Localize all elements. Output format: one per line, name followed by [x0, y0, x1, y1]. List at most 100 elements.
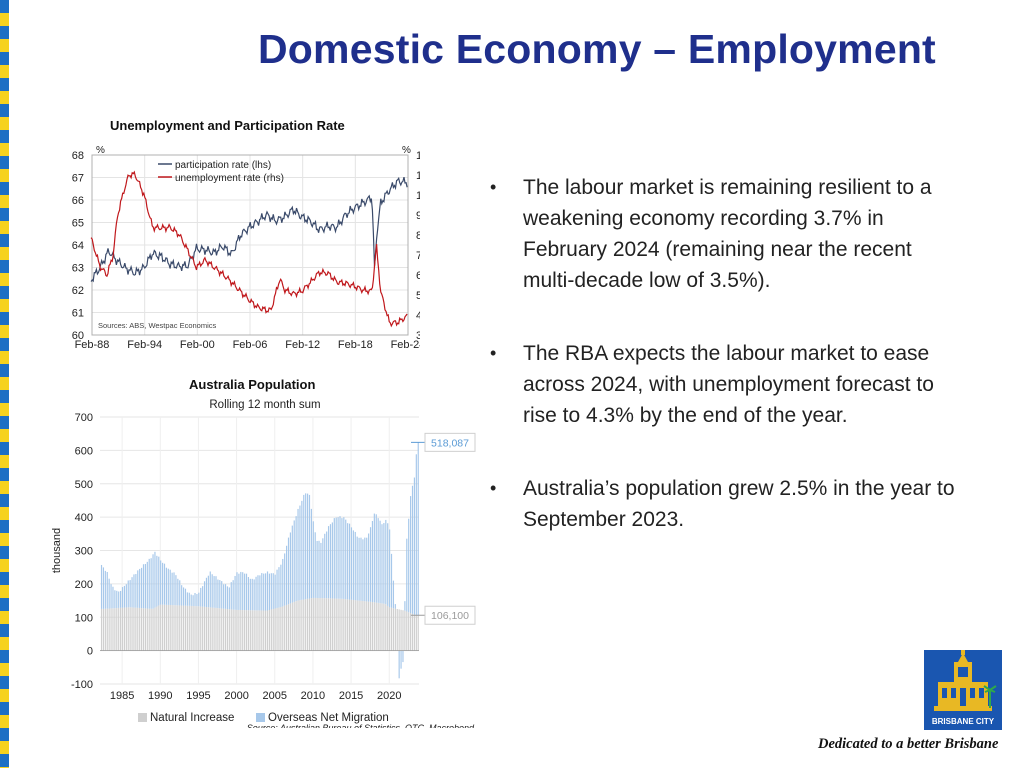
- bar-natural-increase: [329, 598, 332, 651]
- y-tick-label-left: 66: [72, 195, 84, 207]
- bar-overseas-net-migration: [276, 569, 278, 608]
- bar-overseas-net-migration: [293, 520, 295, 602]
- bar-natural-increase: [360, 600, 362, 651]
- legend-label: Natural Increase: [150, 712, 234, 724]
- stripe-segment-yellow: [0, 65, 9, 78]
- unemployment-chart-title: Unemployment and Participation Rate: [110, 118, 345, 133]
- bar-natural-increase: [110, 608, 112, 651]
- bar-natural-increase: [404, 610, 406, 651]
- bar-overseas-net-migration: [244, 573, 246, 611]
- bar-overseas-net-migration: [303, 494, 305, 600]
- y-tick-label-left: 61: [72, 308, 84, 320]
- bar-natural-increase: [245, 610, 248, 651]
- x-tick-label: 2005: [263, 690, 287, 702]
- brisbane-city-logo: BRISBANE CITY: [924, 650, 1002, 730]
- bar-overseas-net-migration: [299, 505, 301, 601]
- x-tick-label: 2010: [301, 690, 325, 702]
- stripe-segment-yellow: [0, 585, 9, 598]
- bar-natural-increase: [312, 597, 314, 651]
- y-tick-label-right: 6: [416, 270, 420, 282]
- x-tick-label: 1995: [186, 690, 210, 702]
- bar-overseas-net-migration: [240, 571, 242, 610]
- population-chart-title: Australia Population: [189, 377, 316, 392]
- bullet-text: The labour market is remaining resilient…: [523, 176, 932, 292]
- bar-natural-increase: [314, 597, 316, 651]
- bar-natural-increase: [320, 598, 322, 651]
- y-tick-label: 200: [75, 579, 93, 591]
- stripe-segment-blue: [0, 390, 9, 403]
- legend-label: unemployment rate (rhs): [175, 173, 284, 184]
- bar-natural-increase: [354, 600, 356, 651]
- bar-overseas-net-migration: [165, 567, 167, 605]
- bar-natural-increase: [198, 606, 200, 651]
- bar-natural-increase: [106, 608, 108, 651]
- x-tick-label: Feb-88: [75, 339, 110, 351]
- y-tick-label-left: 63: [72, 263, 84, 275]
- y-tick-label-right: 7: [416, 250, 420, 262]
- bar-natural-increase: [368, 601, 370, 651]
- bar-natural-increase: [137, 607, 139, 651]
- stripe-segment-blue: [0, 338, 9, 351]
- bar-overseas-net-migration: [272, 573, 274, 609]
- stripe-segment-blue: [0, 260, 9, 273]
- chart-source: Sources: ABS, Westpac Economics: [98, 321, 216, 330]
- bar-overseas-net-migration: [406, 538, 408, 612]
- bar-natural-increase: [410, 613, 412, 651]
- bar-overseas-net-migration: [116, 590, 118, 609]
- bar-natural-increase: [310, 598, 312, 651]
- bar-overseas-net-migration: [312, 521, 314, 598]
- bar-natural-increase: [398, 609, 400, 651]
- bar-natural-increase: [341, 598, 343, 651]
- bar-natural-increase: [182, 605, 185, 651]
- bar-natural-increase: [333, 598, 335, 651]
- bullet-text: The RBA expects the labour market to eas…: [523, 342, 934, 427]
- bar-natural-increase: [257, 610, 259, 651]
- bar-overseas-net-migration: [167, 568, 169, 605]
- stripe-segment-blue: [0, 0, 9, 13]
- bar-natural-increase: [362, 601, 364, 651]
- bar-natural-increase: [127, 607, 129, 651]
- bar-overseas-net-migration: [385, 519, 387, 605]
- bar-overseas-net-migration: [211, 574, 213, 608]
- bar-overseas-net-migration: [297, 508, 299, 601]
- bar-overseas-net-migration: [343, 517, 345, 599]
- bar-overseas-net-migration: [173, 572, 175, 606]
- bar-natural-increase: [116, 608, 118, 651]
- bar-natural-increase: [356, 600, 358, 651]
- bar-natural-increase: [385, 604, 387, 651]
- bar-natural-increase: [234, 609, 236, 651]
- bar-natural-increase: [150, 608, 152, 651]
- bar-natural-increase: [224, 608, 227, 651]
- plot-frame: [91, 154, 409, 336]
- bar-overseas-net-migration: [383, 523, 385, 604]
- bar-overseas-net-migration: [238, 573, 240, 610]
- population-chart: Rolling 12 month sum -100 0 100 200 300 400 500…: [51, 399, 476, 728]
- stripe-segment-blue: [0, 650, 9, 663]
- stripe-segment-yellow: [0, 689, 9, 702]
- bar-overseas-net-migration: [362, 539, 364, 602]
- bar-natural-increase: [102, 608, 105, 651]
- bar-natural-increase: [270, 609, 272, 651]
- bar-natural-increase: [108, 608, 110, 651]
- bar-overseas-net-migration: [364, 537, 366, 602]
- bar-overseas-net-migration: [329, 524, 332, 599]
- bar-natural-increase: [228, 609, 230, 651]
- x-tick-label: Feb-06: [233, 339, 268, 351]
- bar-overseas-net-migration: [114, 590, 116, 609]
- decorative-side-stripe: [0, 0, 9, 768]
- stripe-segment-blue: [0, 26, 9, 39]
- bar-overseas-net-migration: [324, 533, 326, 599]
- population-chart-subtitle: Rolling 12 month sum: [209, 399, 320, 411]
- bar-natural-increase: [394, 608, 396, 651]
- bar-overseas-net-migration: [129, 580, 131, 608]
- bar-natural-increase: [141, 608, 143, 651]
- bar-natural-increase: [265, 610, 267, 651]
- stripe-segment-blue: [0, 468, 9, 481]
- stripe-segment-blue: [0, 676, 9, 689]
- bar-overseas-net-migration: [411, 485, 414, 614]
- bar-overseas-net-migration: [123, 585, 126, 608]
- tagline: Dedicated to a better Brisbane: [818, 736, 999, 752]
- bar-overseas-net-migration: [389, 529, 391, 608]
- bar-overseas-net-migration: [316, 540, 318, 598]
- bar-overseas-net-migration: [236, 572, 238, 610]
